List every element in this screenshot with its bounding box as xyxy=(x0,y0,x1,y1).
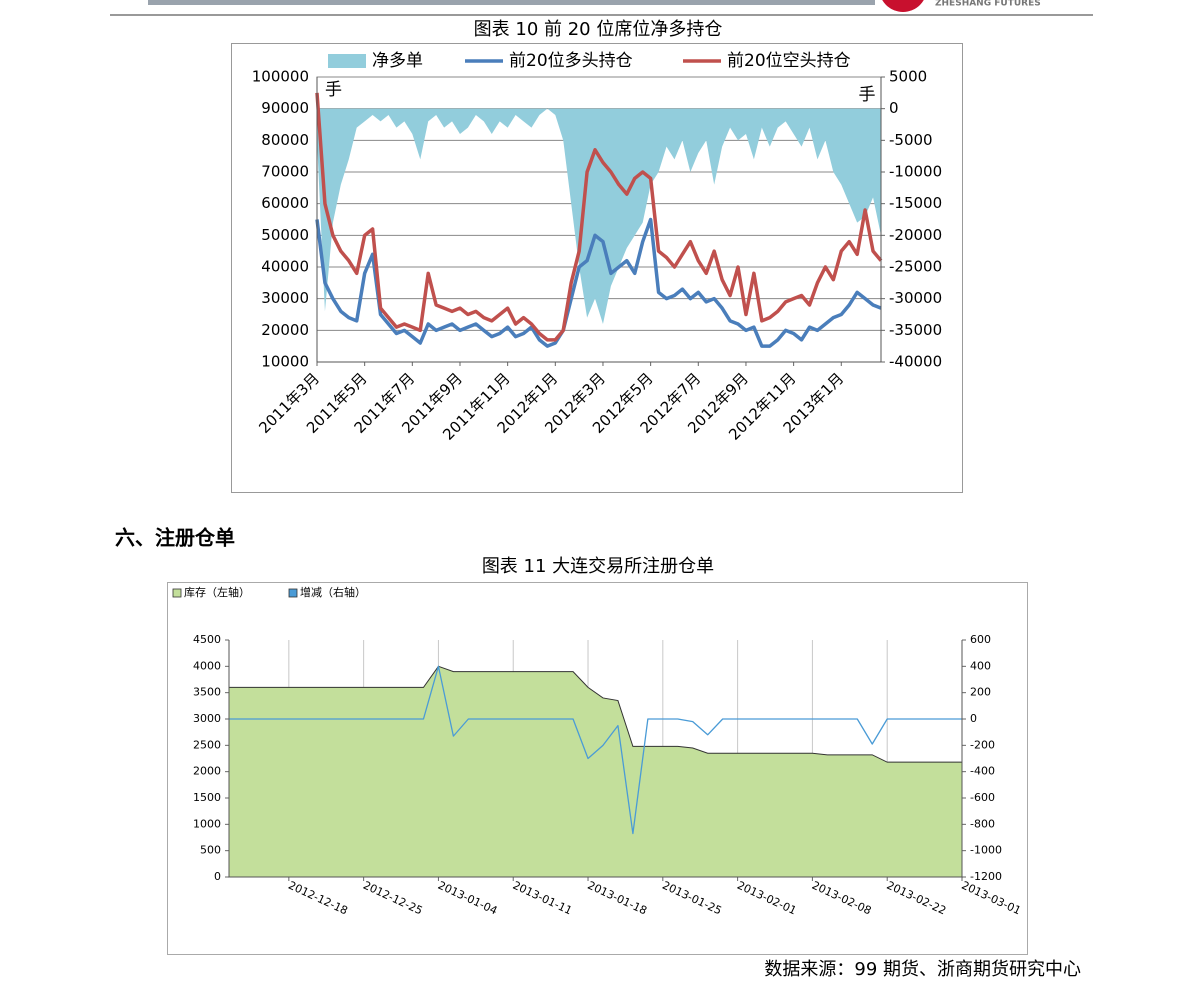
y2-tick-label: 0 xyxy=(889,99,899,117)
legend-label: 前20位多头持仓 xyxy=(509,51,633,71)
y2-axis-label: 手 xyxy=(859,85,876,105)
y2-tick-label: -25000 xyxy=(889,258,942,276)
y-axis-label: 手 xyxy=(325,80,342,100)
y2-tick-label: 600 xyxy=(970,633,991,646)
y2-tick-label: -30000 xyxy=(889,289,942,307)
legend-swatch xyxy=(172,588,182,598)
y-tick-label: 2000 xyxy=(193,765,221,778)
y-tick-label: 3500 xyxy=(193,686,221,699)
y2-tick-label: -1000 xyxy=(970,844,1002,857)
y2-tick-label: -40000 xyxy=(889,353,942,371)
y-tick-label: 3000 xyxy=(193,712,221,725)
legend-swatch xyxy=(288,588,298,598)
y2-tick-label: 200 xyxy=(970,686,991,699)
y-tick-label: 4000 xyxy=(193,659,221,672)
y2-tick-label: 0 xyxy=(970,712,977,725)
y-tick-label: 20000 xyxy=(261,321,309,339)
area xyxy=(317,108,881,325)
brand: ZHESHANG FUTURES xyxy=(935,0,1041,9)
legend-label: 净多单 xyxy=(372,51,423,71)
chart-title: 图表 11 大连交易所注册仓单 xyxy=(482,556,714,577)
y-tick-label: 4500 xyxy=(193,633,221,646)
y-tick-label: 2500 xyxy=(193,738,221,751)
y-tick-label: 80000 xyxy=(261,131,309,149)
line xyxy=(315,217,882,348)
line xyxy=(229,665,962,835)
y-tick-label: 60000 xyxy=(261,194,309,212)
y2-tick-label: -10000 xyxy=(889,163,942,181)
y-tick-label: 90000 xyxy=(261,99,309,117)
y2-tick-label: -400 xyxy=(970,765,995,778)
y-tick-label: 30000 xyxy=(261,289,309,307)
y2-tick-label: -1200 xyxy=(970,870,1002,883)
header-bar xyxy=(148,0,875,5)
y2-tick-label: -800 xyxy=(970,817,995,830)
line xyxy=(315,92,883,342)
section-heading: 六、注册仓单 xyxy=(115,526,235,550)
y-tick-label: 10000 xyxy=(261,353,309,371)
y-tick-label: 40000 xyxy=(261,258,309,276)
y2-tick-label: -20000 xyxy=(889,226,942,244)
legend-label: 增减（右轴） xyxy=(300,585,366,599)
y-tick-label: 50000 xyxy=(261,226,309,244)
y2-tick-label: -5000 xyxy=(889,131,933,149)
legend-label: 库存（左轴） xyxy=(184,585,250,599)
y-tick-label: 1500 xyxy=(193,791,221,804)
y2-tick-label: 400 xyxy=(970,659,991,672)
source-note: 数据来源：99 期货、浙商期货研究中心 xyxy=(764,959,1081,980)
y-tick-label: 70000 xyxy=(261,163,309,181)
logo xyxy=(882,0,924,12)
y-tick-label: 0 xyxy=(214,870,221,883)
y2-tick-label: -600 xyxy=(970,791,995,804)
y2-tick-label: -35000 xyxy=(889,321,942,339)
y-tick-label: 100000 xyxy=(252,68,309,86)
chart-title: 图表 10 前 20 位席位净多持仓 xyxy=(474,19,723,40)
legend-label: 前20位空头持仓 xyxy=(727,51,851,71)
y-tick-label: 1000 xyxy=(193,817,221,830)
y-tick-label: 500 xyxy=(200,844,221,857)
legend-swatch xyxy=(328,54,366,68)
y2-tick-label: -200 xyxy=(970,738,995,751)
y2-tick-label: 5000 xyxy=(889,68,927,86)
y2-tick-label: -15000 xyxy=(889,194,942,212)
